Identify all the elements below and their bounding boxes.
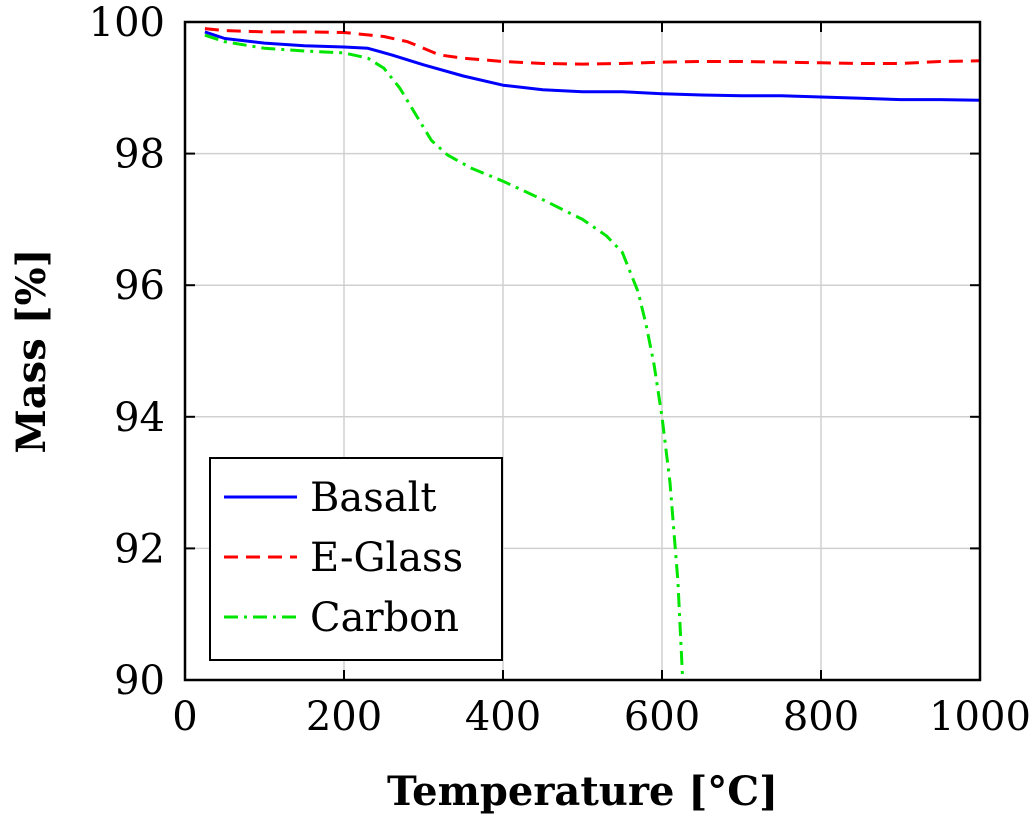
- x-tick-label: 0: [172, 694, 197, 740]
- series-lines: [204, 27, 981, 681]
- plot-frame: [183, 20, 982, 682]
- x-tick-label: 1000: [929, 694, 1031, 740]
- series-basalt-line: [204, 30, 981, 102]
- y-tick-label: 92: [114, 526, 165, 572]
- x-tick-label: 400: [465, 694, 541, 740]
- y-tick-label: 96: [114, 263, 165, 309]
- legend-box: [209, 457, 503, 661]
- y-tick-label: 90: [114, 658, 165, 704]
- series-carbon-line: [204, 33, 685, 681]
- x-tick-label: 800: [783, 694, 859, 740]
- x-tick-label: 600: [624, 694, 700, 740]
- y-tick-label: 98: [114, 132, 165, 178]
- y-tick-label: 94: [114, 395, 165, 441]
- series-e-glass-line: [204, 27, 981, 66]
- legend-label-carbon: Carbon: [310, 595, 459, 641]
- axis-ticks: 0 200 400 600 800 1000 90 92 94 96 98 100: [89, 0, 1031, 740]
- y-axis-title: Mass [%]: [8, 248, 55, 453]
- legend: Basalt E-Glass Carbon: [209, 457, 503, 661]
- y-tick-label: 100: [89, 0, 165, 46]
- x-axis-title: Temperature [°C]: [387, 768, 778, 815]
- legend-label-e-glass: E-Glass: [310, 535, 463, 581]
- x-tick-label: 200: [306, 694, 382, 740]
- legend-label-basalt: Basalt: [310, 475, 436, 521]
